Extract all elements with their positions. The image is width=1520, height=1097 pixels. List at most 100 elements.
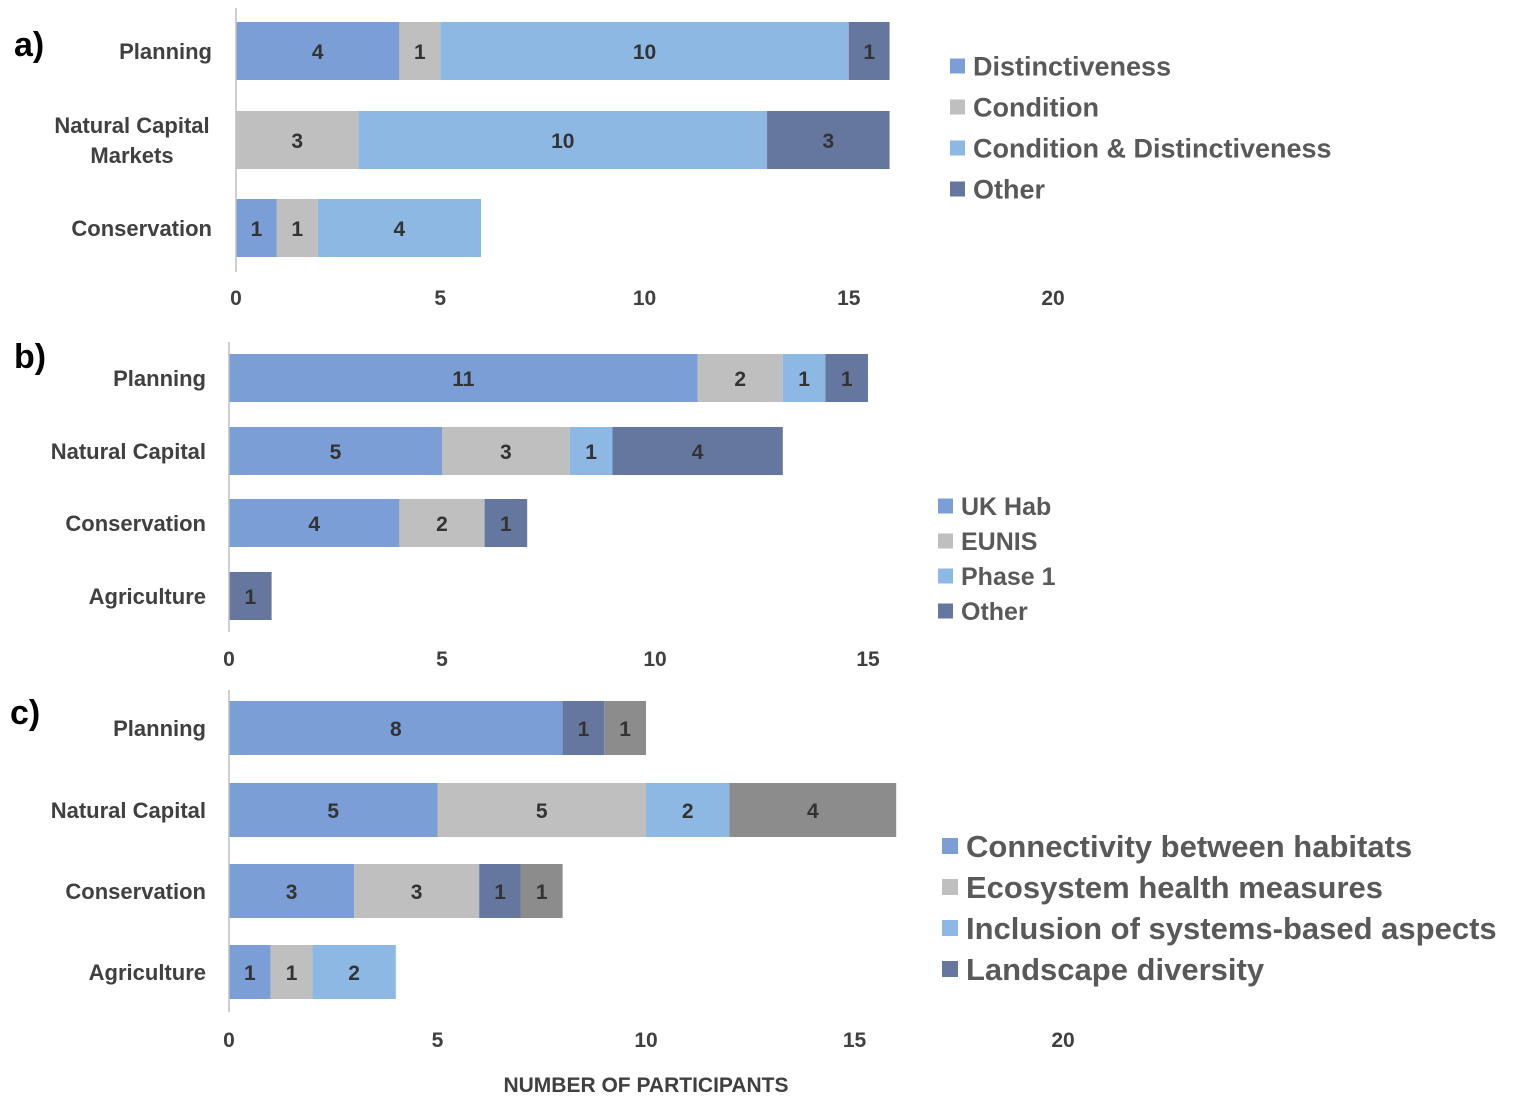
legend-label: Condition: [973, 93, 1099, 123]
bar-segment: [484, 499, 528, 547]
data-label: 1: [585, 441, 597, 464]
legend-swatch: [942, 961, 958, 977]
legend-swatch: [938, 533, 953, 549]
bar-segment: [479, 864, 521, 918]
data-label: 5: [330, 441, 342, 464]
bar-segment: [229, 572, 272, 620]
data-label: 8: [390, 718, 402, 741]
category-label: Natural Capital: [51, 439, 206, 464]
data-label: 3: [286, 881, 298, 904]
bar-segment: [569, 427, 613, 475]
data-label: 3: [411, 881, 423, 904]
bar-segment: [767, 111, 890, 169]
legend-label: Distinctiveness: [973, 52, 1171, 82]
panel-letter: a): [14, 26, 44, 64]
category-label: Agriculture: [89, 960, 206, 985]
legend-label: Ecosystem health measures: [966, 870, 1383, 905]
bar-segment: [354, 864, 480, 918]
data-label: 4: [807, 800, 819, 823]
bar-segment: [317, 199, 482, 257]
data-label: 10: [633, 41, 656, 64]
data-label: 1: [619, 718, 631, 741]
legend-swatch: [942, 920, 958, 936]
tick-label: 0: [223, 1029, 235, 1052]
bar-segment: [604, 701, 646, 755]
data-label: 4: [692, 441, 704, 464]
bar-segment: [236, 111, 359, 169]
legend-swatch: [942, 879, 958, 895]
data-label: 10: [551, 130, 574, 153]
bar-segment: [229, 354, 698, 402]
bar-segment: [270, 945, 313, 999]
data-label: 1: [536, 881, 548, 904]
panel-letter: b): [14, 338, 46, 376]
legend-swatch: [950, 99, 965, 115]
category-label: Conservation: [65, 879, 206, 904]
data-label: 1: [244, 962, 256, 985]
category-label: Conservation: [71, 216, 212, 241]
legend-swatch: [938, 498, 953, 514]
data-label: 1: [500, 513, 512, 536]
legend-label: Connectivity between habitats: [966, 829, 1412, 864]
data-label: 3: [822, 130, 834, 153]
bar-segment: [229, 945, 271, 999]
data-label: 1: [494, 881, 506, 904]
legend-label: UK Hab: [961, 493, 1051, 521]
panel-c: c) 8 1 1 Planning 5 5 2 4 Natural Capital 3 3 1 1 Cons…: [10, 690, 1497, 1052]
bar-segment: [848, 22, 890, 80]
data-label: 1: [798, 368, 810, 391]
legend-label: Inclusion of systems-based aspects: [966, 911, 1497, 946]
bar-segment: [276, 199, 318, 257]
category-label: Natural Capital: [54, 113, 209, 138]
x-axis-title: NUMBER OF PARTICIPANTS: [503, 1074, 788, 1097]
legend-label: Other: [973, 175, 1046, 205]
data-label: 5: [536, 800, 548, 823]
bar-segment: [562, 701, 605, 755]
bar-segment: [229, 783, 438, 837]
legend-label: Phase 1: [961, 563, 1056, 591]
data-label: 1: [841, 368, 853, 391]
bar-segment: [437, 783, 646, 837]
tick-label: 10: [643, 648, 666, 671]
bar-segment: [825, 354, 868, 402]
data-label: 1: [578, 718, 590, 741]
data-label: 1: [863, 41, 875, 64]
category-label: Natural Capital: [51, 798, 206, 823]
bar-segment: [440, 22, 849, 80]
data-label: 1: [286, 962, 298, 985]
tick-label: 0: [223, 648, 235, 671]
bar-segment: [229, 701, 563, 755]
legend-swatch: [950, 58, 965, 74]
panel-letter: c): [10, 694, 40, 732]
category-label: Agriculture: [89, 584, 206, 609]
tick-label: 10: [634, 1029, 657, 1052]
bar-segment: [229, 427, 442, 475]
tick-label: 20: [1051, 1029, 1074, 1052]
data-label: 2: [734, 368, 746, 391]
tick-label: 20: [1041, 287, 1064, 310]
legend-label: Landscape diversity: [966, 952, 1265, 987]
legend-swatch: [950, 140, 965, 156]
category-label: Planning: [113, 716, 206, 741]
bar-segment: [612, 427, 783, 475]
bar-segment: [236, 22, 400, 80]
bar-segment: [236, 199, 277, 257]
bar-segment: [312, 945, 396, 999]
bar-segment: [229, 864, 355, 918]
legend-label: Condition & Distinctiveness: [973, 134, 1332, 164]
bar-segment: [358, 111, 768, 169]
data-label: 4: [308, 513, 320, 536]
data-label: 2: [348, 962, 360, 985]
tick-label: 15: [837, 287, 861, 310]
legend-swatch: [938, 568, 953, 584]
tick-label: 5: [436, 648, 448, 671]
data-label: 1: [251, 218, 263, 241]
bar-segment: [520, 864, 563, 918]
tick-label: 15: [843, 1029, 867, 1052]
category-label: Planning: [119, 39, 212, 64]
data-label: 3: [500, 441, 512, 464]
legend-swatch: [950, 181, 965, 197]
category-label: Markets: [90, 143, 173, 168]
category-label: Planning: [113, 366, 206, 391]
